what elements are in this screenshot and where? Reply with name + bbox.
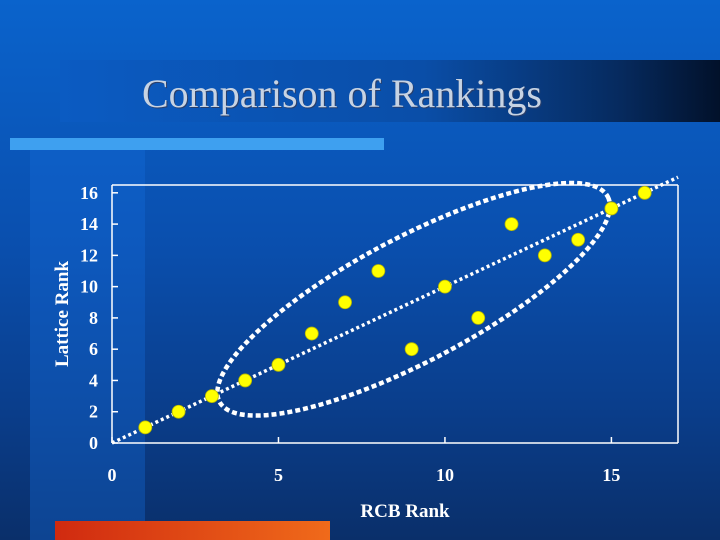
left-accent-band: [30, 150, 145, 540]
data-point: [604, 201, 619, 216]
annotation-ellipse: [215, 180, 613, 418]
data-points: [138, 185, 652, 435]
data-point: [537, 248, 552, 263]
y-tick-group: 0 2 4 6 8 10 12 14 16: [80, 183, 118, 453]
data-point: [338, 295, 352, 310]
bottom-accent-bar: [55, 521, 330, 540]
y-tick-label: 8: [89, 308, 98, 328]
y-tick-label: 12: [80, 245, 98, 265]
data-point: [204, 389, 219, 403]
x-tick-label: 0: [108, 465, 117, 485]
y-tick-label: 6: [89, 339, 98, 359]
data-point: [438, 279, 452, 294]
data-point: [138, 420, 153, 435]
data-point: [238, 373, 253, 388]
y-tick-label: 16: [80, 183, 98, 203]
slide-title: Comparison of Rankings: [142, 71, 542, 116]
y-tick-label: 4: [89, 370, 98, 390]
data-point: [571, 232, 586, 247]
x-tick-group: 0 5 10 15: [108, 437, 620, 485]
reference-diagonal-line: [111, 175, 679, 445]
data-point: [471, 311, 486, 325]
y-tick-label: 0: [89, 433, 98, 453]
y-tick-label: 10: [80, 277, 98, 297]
y-tick-label: 2: [89, 402, 98, 422]
data-point: [271, 357, 286, 372]
title-underline-bar: [10, 138, 384, 150]
data-point: [404, 342, 419, 357]
title-band: [60, 60, 720, 122]
y-tick-label: 14: [80, 214, 98, 234]
data-point: [171, 404, 186, 419]
y-axis-label: Lattice Rank: [52, 261, 73, 368]
data-point: [637, 185, 652, 200]
x-tick-label: 15: [602, 465, 620, 485]
data-point: [504, 217, 519, 231]
data-point: [304, 326, 319, 341]
chart-axes: [111, 184, 679, 444]
x-tick-label: 5: [274, 465, 283, 485]
data-point: [371, 264, 386, 278]
x-axis-label: RCB Rank: [360, 501, 450, 522]
x-tick-label: 10: [436, 465, 454, 485]
